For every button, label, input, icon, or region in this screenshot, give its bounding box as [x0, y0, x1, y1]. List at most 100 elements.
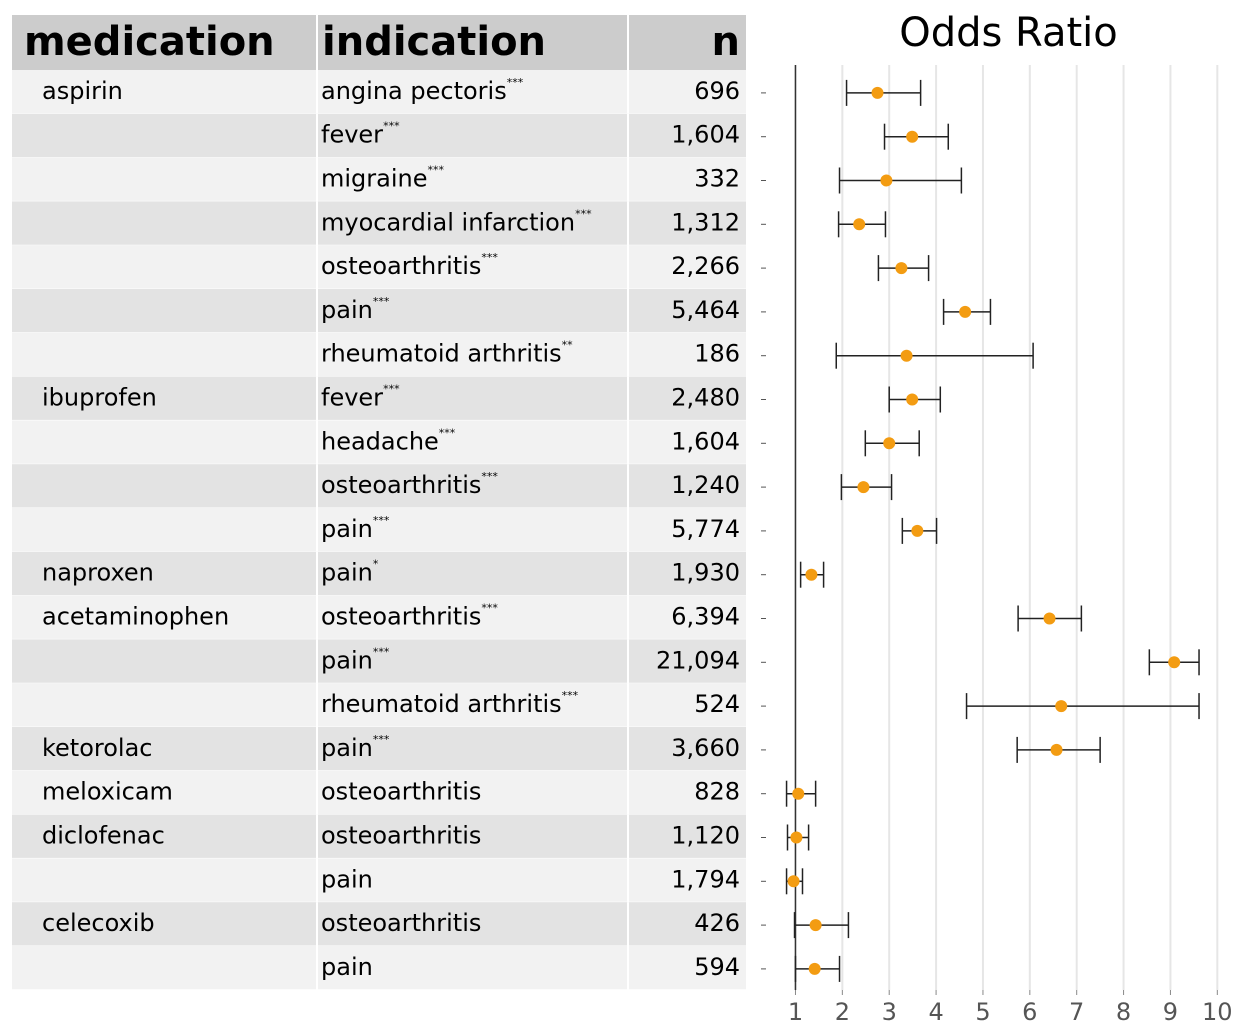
x-tick-label: 5	[975, 998, 990, 1026]
odds-ratio-point	[853, 218, 866, 231]
odds-ratio-point	[790, 831, 803, 844]
header-cell: medication	[24, 19, 275, 65]
x-tick-label: 4	[928, 998, 943, 1026]
significance-stars: ***	[562, 689, 579, 702]
indication-cell: myocardial infarction***	[321, 207, 592, 236]
odds-ratio-point	[895, 262, 908, 275]
n-cell: 1,930	[671, 559, 740, 587]
indication-cell: osteoarthritis***	[321, 251, 498, 280]
indication-text: pain	[321, 865, 373, 893]
row-bg	[12, 245, 746, 289]
chart-title: Odds Ratio	[899, 10, 1118, 56]
odds-ratio-point	[857, 481, 870, 494]
indication-cell: osteoarthritis	[321, 822, 481, 850]
row-bg	[12, 332, 746, 377]
medication-cell: ketorolac	[42, 734, 153, 762]
indication-text: pain	[321, 296, 373, 324]
row-bg	[12, 70, 746, 114]
indication-text: fever	[321, 121, 383, 149]
indication-cell: pain	[321, 865, 373, 893]
odds-ratio-point	[1050, 743, 1063, 756]
significance-stars: ***	[373, 733, 390, 746]
odds-ratio-point	[906, 393, 919, 406]
row-bg	[12, 551, 746, 596]
x-tick-label: 1	[788, 998, 803, 1026]
n-cell: 332	[694, 165, 740, 193]
indication-text: osteoarthritis	[321, 252, 481, 280]
n-cell: 21,094	[656, 646, 740, 674]
row-bg	[12, 289, 746, 333]
indication-text: angina pectoris	[321, 77, 507, 105]
odds-ratio-point	[1055, 700, 1068, 713]
indication-text: pain	[321, 646, 373, 674]
n-cell: 1,604	[671, 427, 740, 455]
indication-text: pain	[321, 734, 373, 762]
indication-cell: rheumatoid arthritis***	[321, 689, 579, 718]
n-cell: 524	[694, 690, 740, 718]
row-bg	[12, 157, 746, 202]
significance-stars: ***	[373, 295, 390, 308]
odds-ratio-point	[906, 130, 919, 143]
odds-ratio-point	[787, 875, 800, 888]
indication-cell: osteoarthritis	[321, 909, 481, 937]
row-bg	[12, 508, 746, 552]
indication-cell: pain***	[321, 295, 390, 324]
n-cell: 186	[694, 340, 740, 368]
n-cell: 6,394	[671, 603, 740, 631]
x-tick-label: 2	[835, 998, 850, 1026]
n-cell: 696	[694, 77, 740, 105]
odds-ratio-point	[809, 919, 822, 932]
row-bg	[12, 113, 746, 158]
significance-stars: ***	[439, 426, 456, 439]
x-tick-label: 3	[882, 998, 897, 1026]
medication-cell: aspirin	[42, 77, 123, 105]
n-cell: 2,266	[671, 252, 740, 280]
indication-cell: pain***	[321, 645, 390, 674]
indication-cell: angina pectoris***	[321, 76, 524, 105]
row-bg	[12, 946, 746, 990]
row-bg	[12, 770, 746, 815]
x-tick-label: 7	[1069, 998, 1084, 1026]
row-bg	[12, 683, 746, 727]
indication-text: osteoarthritis	[321, 603, 481, 631]
odds-ratio-point	[792, 787, 805, 800]
significance-stars: **	[562, 339, 574, 352]
x-tick-label: 9	[1163, 998, 1178, 1026]
x-tick-label: 8	[1116, 998, 1131, 1026]
header-bg	[12, 15, 746, 70]
n-cell: 1,312	[671, 208, 740, 236]
indication-text: osteoarthritis	[321, 909, 481, 937]
odds-ratio-point	[911, 524, 924, 537]
n-cell: 5,464	[671, 296, 740, 324]
n-cell: 2,480	[671, 384, 740, 412]
significance-stars: ***	[383, 383, 400, 396]
medication-cell: acetaminophen	[42, 603, 229, 631]
medication-cell: ibuprofen	[42, 384, 157, 412]
significance-stars: ***	[575, 207, 592, 220]
indication-text: fever	[321, 384, 383, 412]
n-cell: 828	[694, 778, 740, 806]
medication-cell: celecoxib	[42, 909, 155, 937]
indication-cell: migraine***	[321, 164, 445, 193]
indication-cell: pain***	[321, 514, 390, 543]
indication-cell: pain***	[321, 733, 390, 762]
n-cell: 1,120	[671, 822, 740, 850]
indication-text: rheumatoid arthritis	[321, 690, 562, 718]
row-bg	[12, 858, 746, 903]
odds-ratio-point	[959, 305, 972, 318]
row-bg	[12, 376, 746, 421]
x-tick-label: 6	[1022, 998, 1037, 1026]
odds-ratio-point	[871, 86, 884, 99]
row-bg	[12, 727, 746, 771]
indication-cell: osteoarthritis***	[321, 470, 498, 499]
significance-stars: ***	[507, 76, 524, 89]
row-bg	[12, 639, 746, 684]
header-cell: indication	[322, 19, 546, 65]
n-cell: 1,794	[671, 865, 740, 893]
significance-stars: ***	[481, 602, 498, 615]
n-cell: 5,774	[671, 515, 740, 543]
significance-stars: ***	[481, 470, 498, 483]
indication-text: pain	[321, 559, 373, 587]
